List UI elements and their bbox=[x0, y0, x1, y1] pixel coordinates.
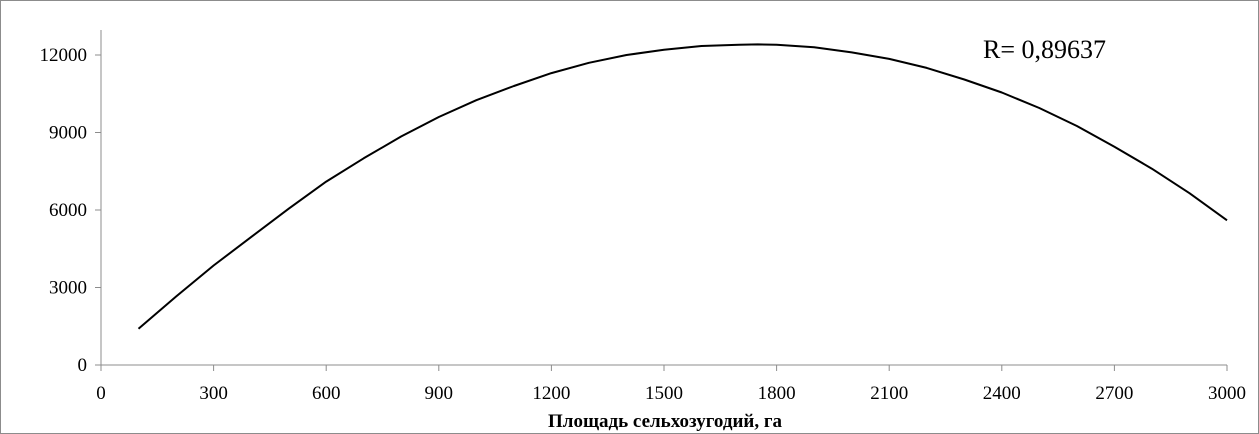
ticks: 0 300 600 900 1200 1500 1800 2100 2400 2700 3000 0 3… bbox=[40, 45, 1247, 404]
axes bbox=[100, 30, 1227, 366]
y-tick-label: 6000 bbox=[49, 200, 87, 221]
x-tick-label: 0 bbox=[96, 383, 106, 404]
x-tick-label: 1200 bbox=[532, 383, 570, 404]
y-tick-label: 9000 bbox=[49, 123, 87, 144]
x-tick-label: 2100 bbox=[870, 383, 908, 404]
r-annotation: R= 0,89637 bbox=[983, 35, 1106, 64]
x-tick-label: 900 bbox=[425, 383, 454, 404]
y-tick-label: 12000 bbox=[40, 45, 88, 66]
series-line bbox=[137, 43, 1228, 330]
x-tick-label: 1500 bbox=[645, 383, 683, 404]
y-tick-label: 0 bbox=[78, 355, 88, 376]
x-tick-label: 2400 bbox=[983, 383, 1021, 404]
x-axis-title: Площадь сельхозугодий, га bbox=[548, 411, 782, 432]
series-layer bbox=[137, 43, 1228, 330]
x-tick-label: 2700 bbox=[1095, 383, 1133, 404]
x-tick-label: 3000 bbox=[1208, 383, 1246, 404]
x-tick-label: 300 bbox=[199, 383, 228, 404]
y-tick-label: 3000 bbox=[49, 278, 87, 299]
x-tick-label: 1800 bbox=[758, 383, 796, 404]
x-tick-label: 600 bbox=[312, 383, 341, 404]
